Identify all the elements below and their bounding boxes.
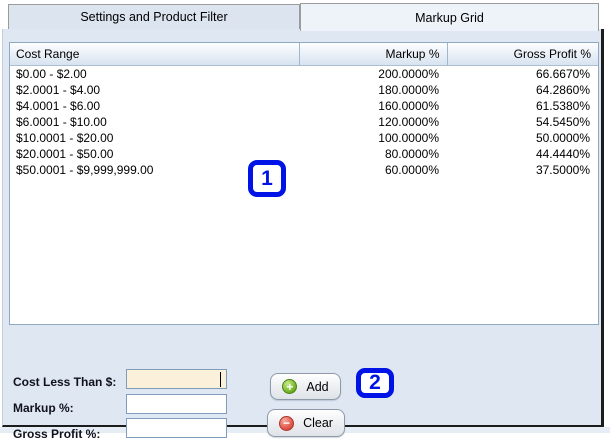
table-cell: 44.4440% — [535, 146, 590, 161]
gross-profit-label: Gross Profit %: — [13, 427, 101, 441]
table-row[interactable]: $6.0001 - $10.00 120.0000% 54.5450% — [10, 114, 598, 130]
table-cell: 37.5000% — [535, 162, 590, 177]
table-cell: $6.0001 - $10.00 — [16, 114, 107, 129]
grid-body: $0.00 - $2.00 200.0000% 66.6670% $2.0001 - … — [10, 65, 598, 178]
table-cell: $2.0001 - $4.00 — [16, 82, 101, 97]
table-cell: 180.0000% — [378, 82, 439, 97]
markup-grid-table[interactable]: Cost Range Markup % Gross Profit % $0.00… — [9, 42, 599, 325]
add-button-label: Add — [306, 379, 329, 394]
table-row[interactable]: $10.0001 - $20.00 100.0000% 50.0000% — [10, 130, 598, 146]
cost-less-than-label: Cost Less Than $: — [13, 375, 117, 389]
table-cell: 64.2860% — [535, 82, 590, 97]
markup-percent-label: Markup %: — [13, 401, 74, 415]
markup-grid-panel: Cost Range Markup % Gross Profit % $0.00… — [2, 29, 604, 441]
table-row[interactable]: $20.0001 - $50.00 80.0000% 44.4440% — [10, 146, 598, 162]
gross-profit-input[interactable] — [126, 418, 227, 438]
annotation-step-1: 1 — [248, 160, 286, 197]
table-cell: $20.0001 - $50.00 — [16, 146, 114, 161]
table-cell: $4.0001 - $6.00 — [16, 98, 101, 113]
text-caret — [220, 372, 221, 387]
table-row[interactable]: $50.0001 - $9,999,999.00 60.0000% 37.5000% — [10, 162, 598, 178]
table-cell: 200.0000% — [378, 66, 439, 81]
table-row[interactable]: $2.0001 - $4.00 180.0000% 64.2860% — [10, 82, 598, 98]
table-cell: 160.0000% — [378, 98, 439, 113]
cost-less-than-input[interactable] — [126, 369, 227, 389]
table-cell: 100.0000% — [378, 130, 439, 145]
table-row[interactable]: $4.0001 - $6.00 160.0000% 61.5380% — [10, 98, 598, 114]
column-header-markup[interactable]: Markup % — [299, 43, 448, 66]
table-header-row: Cost Range Markup % Gross Profit % — [10, 43, 598, 66]
table-cell: 120.0000% — [378, 114, 439, 129]
table-cell: 61.5380% — [535, 98, 590, 113]
clear-minus-icon: − — [279, 415, 295, 431]
clear-button[interactable]: − Clear — [267, 409, 345, 437]
table-row[interactable]: $0.00 - $2.00 200.0000% 66.6670% — [10, 65, 598, 82]
tab-settings-and-product-filter[interactable]: Settings and Product Filter — [8, 4, 300, 30]
table-cell: $0.00 - $2.00 — [16, 66, 87, 81]
table-cell: 50.0000% — [535, 130, 590, 145]
annotation-step-2: 2 — [356, 368, 394, 398]
table-cell: 80.0000% — [384, 146, 439, 161]
table-cell: 60.0000% — [384, 162, 439, 177]
markup-percent-input[interactable] — [126, 394, 227, 414]
clear-button-label: Clear — [303, 416, 333, 430]
table-cell: $10.0001 - $20.00 — [16, 130, 114, 145]
add-plus-icon: + — [282, 379, 298, 394]
add-button[interactable]: + Add — [270, 373, 341, 400]
table-cell: 54.5450% — [535, 114, 590, 129]
tab-label: Markup Grid — [415, 10, 484, 25]
tab-label: Settings and Product Filter — [80, 10, 228, 24]
tab-markup-grid[interactable]: Markup Grid — [300, 3, 599, 31]
column-header-cost-range[interactable]: Cost Range — [10, 43, 300, 66]
table-cell: $50.0001 - $9,999,999.00 — [16, 162, 154, 177]
table-cell: 66.6670% — [535, 66, 590, 81]
column-header-gross-profit[interactable]: Gross Profit % — [447, 43, 598, 66]
